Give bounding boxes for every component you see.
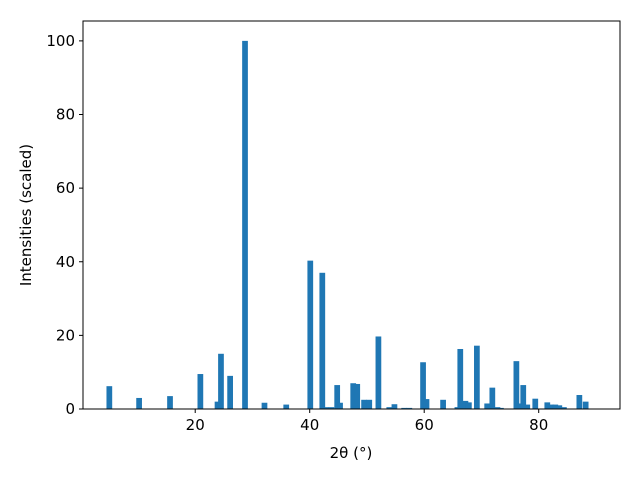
- bar: [582, 401, 589, 409]
- bar: [386, 407, 393, 409]
- bar: [350, 383, 357, 409]
- bar: [548, 404, 555, 409]
- bar: [552, 404, 559, 409]
- bar: [337, 402, 343, 409]
- x-tick-label: 20: [186, 416, 205, 434]
- bar: [462, 400, 469, 409]
- bar: [465, 402, 472, 409]
- y-tick-label: 20: [56, 326, 75, 344]
- bar: [474, 345, 480, 409]
- bar: [576, 395, 583, 409]
- bar: [516, 403, 523, 409]
- y-tick-label: 100: [46, 32, 75, 50]
- bar: [319, 272, 326, 409]
- y-tick-label: 60: [56, 179, 75, 197]
- bar: [406, 407, 413, 409]
- bar: [261, 402, 268, 409]
- bar: [136, 397, 142, 409]
- bar: [489, 387, 496, 409]
- bar: [227, 375, 233, 409]
- bar: [561, 407, 567, 409]
- bar: [375, 336, 382, 409]
- bar: [544, 402, 551, 409]
- bar: [218, 353, 224, 409]
- bar: [457, 348, 464, 409]
- bar: [556, 405, 563, 409]
- bar: [513, 361, 520, 409]
- bar: [391, 404, 398, 409]
- bar: [307, 260, 314, 409]
- bar: [401, 407, 408, 409]
- bar: [242, 40, 248, 409]
- y-tick-label: 80: [56, 106, 75, 124]
- x-axis-label: 2θ (°): [330, 444, 373, 462]
- bar: [361, 399, 367, 409]
- y-tick-label: 0: [65, 400, 75, 418]
- y-axis-label: Intensities (scaled): [17, 144, 35, 286]
- bar: [323, 407, 330, 409]
- plot-frame: [82, 20, 621, 410]
- bar: [214, 401, 221, 409]
- y-tick-label: 40: [56, 253, 75, 271]
- bar: [328, 407, 335, 409]
- bar: [366, 399, 373, 409]
- bar: [283, 404, 290, 409]
- bar: [484, 403, 491, 409]
- bar: [520, 385, 527, 409]
- x-tick-label: 60: [415, 416, 434, 434]
- bar: [106, 386, 113, 409]
- x-tick-label: 80: [529, 416, 548, 434]
- bar: [498, 407, 504, 409]
- bar: [494, 407, 501, 409]
- bar: [532, 398, 539, 409]
- bar: [167, 396, 173, 409]
- bar: [354, 383, 361, 409]
- bar: [420, 362, 426, 409]
- x-tick-label: 40: [300, 416, 319, 434]
- bar: [197, 374, 204, 409]
- bar: [440, 399, 446, 409]
- bar: [423, 399, 430, 409]
- bar: [524, 404, 531, 409]
- bar: [334, 385, 341, 409]
